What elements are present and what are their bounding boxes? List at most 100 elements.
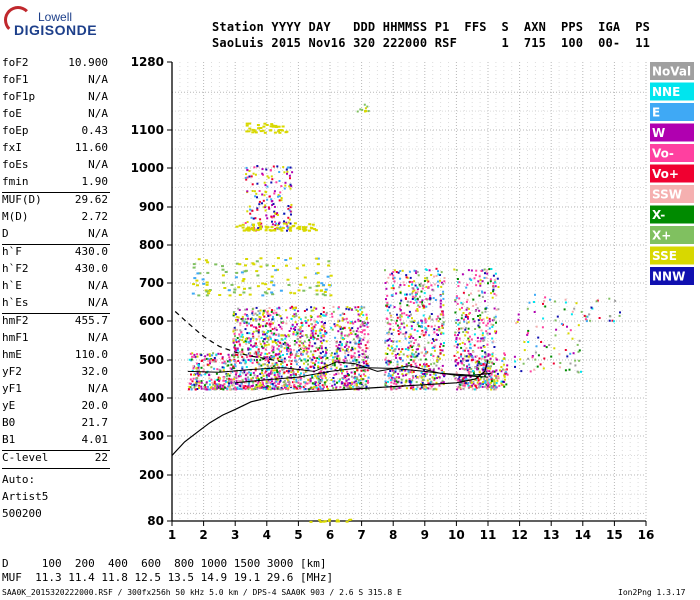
echo-point	[236, 316, 239, 318]
echo-point	[472, 382, 475, 385]
echo-point	[443, 280, 446, 283]
echo-point	[314, 332, 317, 335]
echo-point	[248, 382, 250, 385]
echo-point	[333, 323, 336, 326]
echo-point	[465, 359, 468, 362]
echo-point	[384, 269, 386, 272]
echo-point	[583, 314, 586, 317]
echo-point	[283, 171, 286, 174]
echo-point	[195, 279, 199, 282]
echo-point	[434, 324, 436, 327]
echo-point	[461, 341, 464, 344]
echo-point	[491, 370, 494, 373]
echo-point	[297, 370, 299, 373]
echo-point	[433, 362, 436, 365]
echo-point	[395, 356, 398, 359]
echo-point	[462, 377, 465, 380]
echo-point	[483, 362, 486, 365]
echo-point	[338, 343, 341, 346]
echo-point	[492, 362, 495, 365]
echo-point	[266, 217, 269, 220]
echo-point	[585, 320, 588, 323]
param-label: hmF2	[2, 314, 29, 327]
echo-point	[272, 315, 274, 318]
echo-point	[247, 358, 250, 361]
echo-point	[193, 373, 196, 376]
param-row: fmin 1.90	[2, 175, 110, 192]
echo-point	[238, 333, 241, 336]
echo-point	[301, 226, 305, 229]
echo-point	[269, 365, 272, 368]
echo-point	[324, 331, 327, 334]
echo-point	[395, 388, 398, 391]
echo-point	[270, 382, 273, 385]
echo-point	[242, 357, 245, 360]
echo-point	[439, 318, 442, 321]
footer-version: Ion2Png 1.3.17	[618, 588, 686, 597]
echo-point	[389, 327, 392, 330]
echo-point	[397, 271, 400, 274]
echo-point	[423, 384, 426, 387]
echo-point	[428, 269, 431, 272]
echo-point	[345, 344, 348, 347]
echo-point	[416, 286, 419, 289]
echo-point	[271, 318, 274, 321]
param-row: foF1 N/A	[2, 73, 110, 90]
echo-point	[389, 349, 392, 352]
echo-point	[296, 227, 300, 230]
echo-point	[384, 339, 387, 342]
echo-point	[357, 336, 360, 339]
echo-point	[300, 385, 303, 388]
echo-point	[315, 329, 318, 332]
echo-point	[305, 349, 308, 352]
echo-point	[258, 378, 260, 381]
echo-point	[240, 388, 243, 391]
echo-point	[340, 337, 343, 340]
echo-point	[268, 366, 270, 369]
echo-point	[271, 293, 275, 296]
echo-point	[400, 357, 402, 360]
echo-point	[407, 300, 409, 303]
echo-point	[489, 280, 492, 283]
echo-point	[312, 355, 315, 358]
echo-point	[276, 363, 279, 366]
echo-point	[274, 384, 277, 387]
echo-point	[243, 321, 246, 324]
echo-point	[225, 377, 228, 380]
echo-point	[441, 349, 444, 352]
echo-point	[330, 379, 333, 381]
echo-point	[232, 291, 236, 294]
echo-point	[411, 379, 414, 382]
echo-point	[272, 365, 275, 368]
echo-point	[293, 349, 295, 352]
echo-point	[287, 207, 290, 210]
echo-point	[302, 350, 305, 353]
echo-point	[501, 368, 504, 371]
echo-point	[398, 307, 401, 310]
echo-point	[490, 381, 492, 384]
echo-point	[323, 381, 326, 384]
echo-point	[405, 276, 408, 279]
echo-point	[418, 375, 421, 378]
echo-point	[250, 344, 252, 347]
echo-point	[212, 383, 215, 386]
echo-point	[399, 386, 402, 389]
echo-point	[415, 272, 418, 274]
echo-point	[257, 380, 260, 383]
echo-point	[360, 313, 363, 315]
echo-point	[401, 365, 404, 367]
echo-point	[353, 358, 356, 361]
echo-point	[247, 317, 249, 320]
echo-point	[212, 352, 215, 355]
param-row: fxI 11.60	[2, 141, 110, 158]
echo-point	[220, 369, 223, 372]
echo-point	[255, 384, 258, 386]
echo-point	[238, 343, 241, 346]
echo-point	[423, 387, 426, 390]
echo-point	[458, 376, 461, 378]
echo-point	[208, 355, 211, 357]
echo-point	[414, 339, 417, 342]
echo-point	[324, 353, 327, 356]
echo-point	[354, 377, 357, 380]
echo-point	[248, 293, 252, 296]
